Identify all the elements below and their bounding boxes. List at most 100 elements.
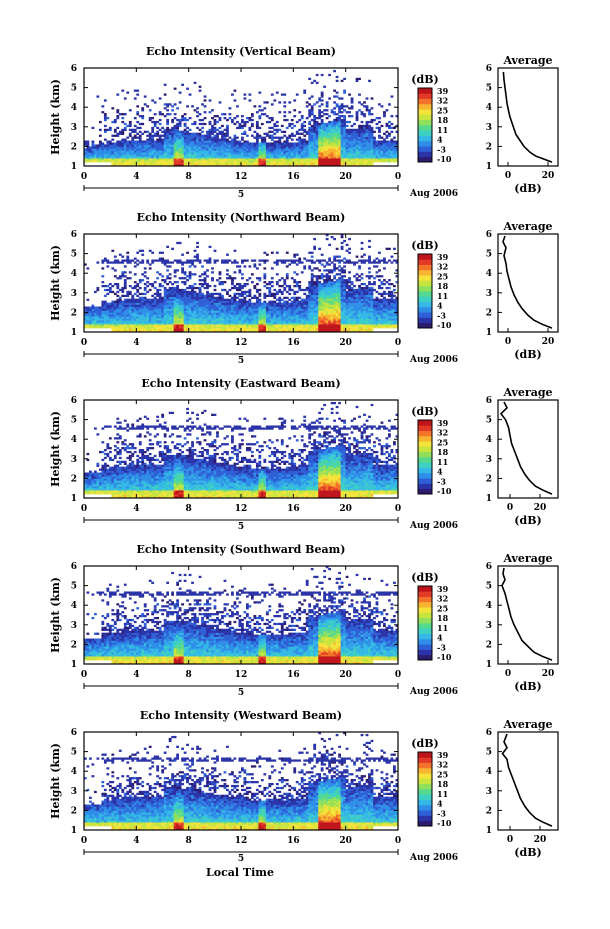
heatmap-cell xyxy=(211,154,214,157)
heatmap-cell xyxy=(201,152,204,155)
heatmap-cell xyxy=(303,308,307,311)
heatmap-cell xyxy=(146,277,150,280)
heatmap-cell xyxy=(293,150,297,153)
heatmap-cell xyxy=(318,298,322,301)
heatmap-cell xyxy=(275,292,279,296)
heatmap-cell xyxy=(186,261,189,264)
heatmap-cell xyxy=(201,138,204,141)
heatmap-cell xyxy=(186,275,189,278)
heatmap-cell xyxy=(360,156,364,159)
heatmap-cell xyxy=(245,330,249,333)
heatmap-cell xyxy=(176,142,179,145)
heatmap-cell xyxy=(263,316,267,319)
heatmap-cell xyxy=(238,302,242,305)
heatmap-cell xyxy=(335,156,339,159)
heatmap-cell xyxy=(123,162,127,165)
heatmap-cell xyxy=(280,130,284,133)
heatmap-cell xyxy=(295,302,299,305)
heatmap-cell xyxy=(278,148,282,151)
heatmap-cell xyxy=(206,306,209,309)
heatmap-cell xyxy=(310,269,314,272)
heatmap-cells xyxy=(84,234,399,333)
heatmap-cell xyxy=(368,158,371,161)
heatmap-cell xyxy=(268,150,272,153)
heatmap-cell xyxy=(168,152,172,155)
heatmap-cell xyxy=(268,152,272,155)
heatmap-cell xyxy=(213,308,217,311)
heatmap-cell xyxy=(176,124,179,128)
heatmap-cell xyxy=(335,95,339,98)
heatmap-cell xyxy=(181,160,184,163)
heatmap-cell xyxy=(275,328,279,331)
heatmap-cell xyxy=(196,259,199,262)
heatmap-cell xyxy=(226,273,229,276)
heatmap-cell xyxy=(335,75,339,79)
heatmap-cell xyxy=(248,326,252,329)
heatmap-cell xyxy=(338,107,341,110)
heatmap-cell xyxy=(280,124,284,128)
heatmap-cell xyxy=(136,283,140,286)
heatmap-cell xyxy=(98,324,102,327)
heatmap-cell xyxy=(245,259,249,262)
heatmap-cell xyxy=(236,292,239,296)
heatmap-cell xyxy=(121,306,125,309)
heatmap-cell xyxy=(245,304,249,307)
heatmap-cell xyxy=(221,312,224,315)
heatmap-cell xyxy=(308,130,312,133)
heatmap-cell xyxy=(236,300,239,303)
heatmap-cell xyxy=(193,255,197,258)
heatmap-cell xyxy=(158,156,162,159)
heatmap-cell xyxy=(108,128,112,132)
heatmap-cell xyxy=(270,284,274,288)
heatmap-cell xyxy=(146,298,150,301)
heatmap-cell xyxy=(343,126,346,130)
heatmap-cell xyxy=(323,144,327,147)
heatmap-cell xyxy=(255,296,259,299)
heatmap-cell xyxy=(228,146,232,149)
heatmap-cell xyxy=(206,308,209,311)
heatmap-cell xyxy=(385,158,389,161)
heatmap-cell xyxy=(123,142,127,145)
heatmap-cell xyxy=(226,253,229,256)
heatmap-cell xyxy=(308,103,312,106)
heatmap-cell xyxy=(191,300,194,303)
heatmap-cell xyxy=(388,156,391,159)
heatmap-cell xyxy=(123,156,127,159)
heatmap-cell xyxy=(325,296,329,299)
heatmap-cell xyxy=(151,306,155,309)
heatmap-cell xyxy=(103,310,107,313)
heatmap-cell xyxy=(176,160,179,163)
heatmap-cell xyxy=(178,122,182,126)
heatmap-cell xyxy=(128,124,132,128)
heatmap-cell xyxy=(353,146,356,149)
heatmap-cell xyxy=(223,312,227,315)
heatmap-cell xyxy=(163,140,167,143)
heatmap-cell xyxy=(208,259,212,262)
heatmap-cell xyxy=(231,152,234,155)
heatmap-cell xyxy=(278,328,282,331)
heatmap-cell xyxy=(236,324,239,327)
heatmap-cell xyxy=(161,324,165,327)
heatmap-cell xyxy=(243,120,247,124)
heatmap-cell xyxy=(186,324,189,327)
heatmap-cell xyxy=(335,105,339,108)
heatmap-cell xyxy=(86,316,90,319)
heatmap-cell xyxy=(153,328,157,331)
heatmap-cell xyxy=(313,267,317,270)
heatmap-cell xyxy=(323,310,327,313)
heatmap-cell xyxy=(103,284,107,288)
heatmap-cell xyxy=(250,158,254,161)
heatmap-cell xyxy=(126,162,130,165)
heatmap-cell xyxy=(241,158,244,161)
heatmap-cell xyxy=(213,300,217,303)
heatmap-cell xyxy=(226,140,229,143)
heatmap-cell xyxy=(308,259,312,262)
heatmap-cell xyxy=(88,146,92,149)
heatmap-cell xyxy=(308,314,312,317)
heatmap-cell xyxy=(221,302,224,305)
heatmap-cell xyxy=(188,273,192,276)
heatmap-cell xyxy=(300,306,304,309)
heatmap-cell xyxy=(298,312,302,315)
heatmap-cell xyxy=(126,326,130,329)
y-tick-label: 5 xyxy=(71,84,77,94)
